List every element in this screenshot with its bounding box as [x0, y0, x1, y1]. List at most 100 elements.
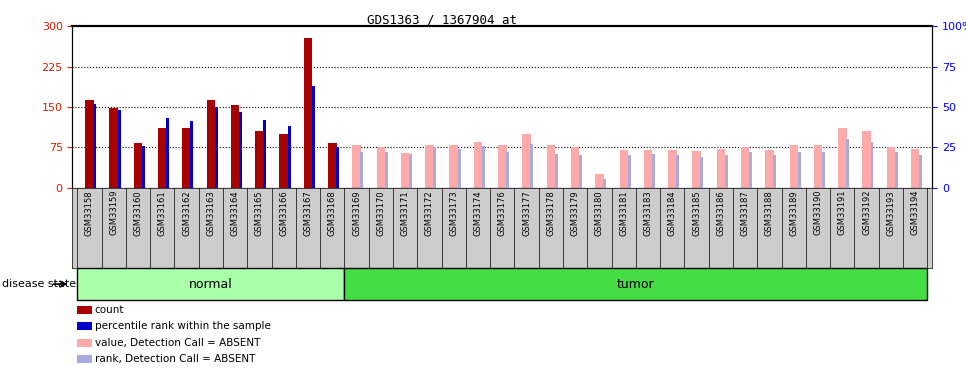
Text: GSM33171: GSM33171 [401, 190, 410, 236]
Text: GSM33165: GSM33165 [255, 190, 264, 236]
Text: GSM33167: GSM33167 [303, 190, 313, 236]
Bar [133, 143, 142, 188]
Bar [401, 153, 410, 188]
Bar [822, 152, 825, 188]
Text: GDS1363 / 1367904_at: GDS1363 / 1367904_at [367, 13, 517, 26]
Bar [798, 152, 801, 188]
Bar [506, 152, 509, 188]
Text: GSM33180: GSM33180 [595, 190, 604, 236]
Text: GSM33189: GSM33189 [789, 190, 798, 236]
Text: value, Detection Call = ABSENT: value, Detection Call = ABSENT [95, 338, 260, 348]
Bar [328, 143, 336, 188]
Text: GSM33166: GSM33166 [279, 190, 288, 236]
Bar [231, 105, 240, 188]
Text: GSM33187: GSM33187 [741, 190, 750, 236]
Bar [158, 128, 166, 188]
Bar [724, 155, 727, 188]
Bar [571, 147, 580, 188]
Bar [85, 100, 94, 188]
Bar [118, 110, 121, 188]
Bar [384, 152, 387, 188]
Bar [813, 144, 822, 188]
Bar [693, 151, 701, 188]
Bar [94, 104, 97, 188]
Text: GSM33188: GSM33188 [765, 190, 774, 236]
Bar [911, 149, 920, 188]
Text: GSM33158: GSM33158 [85, 190, 94, 236]
Bar [109, 108, 118, 188]
Bar [166, 118, 169, 188]
Bar [700, 157, 703, 188]
Bar [353, 144, 361, 188]
Bar [717, 149, 725, 188]
Bar [434, 147, 437, 188]
Bar [425, 144, 434, 188]
Bar [473, 142, 482, 188]
Text: GSM33176: GSM33176 [497, 190, 507, 236]
Bar [749, 152, 752, 188]
Bar [377, 147, 385, 188]
Text: GSM33185: GSM33185 [692, 190, 701, 236]
Bar [279, 134, 288, 188]
Text: GSM33159: GSM33159 [109, 190, 118, 236]
Bar [214, 107, 217, 188]
Text: normal: normal [189, 278, 233, 291]
Text: tumor: tumor [617, 278, 655, 291]
Bar [604, 180, 607, 188]
Bar [547, 144, 555, 188]
Bar [741, 147, 750, 188]
Bar [360, 152, 363, 188]
Bar [676, 155, 679, 188]
Bar [838, 128, 846, 188]
Bar [846, 139, 849, 188]
Text: GSM33183: GSM33183 [643, 190, 653, 236]
Bar [336, 147, 339, 188]
Text: GSM33163: GSM33163 [207, 190, 215, 236]
Text: GSM33172: GSM33172 [425, 190, 434, 236]
Text: GSM33191: GSM33191 [838, 190, 847, 236]
Bar [628, 155, 631, 188]
Bar [312, 86, 315, 188]
Text: GSM33178: GSM33178 [547, 190, 555, 236]
Text: disease state: disease state [2, 279, 76, 289]
Text: percentile rank within the sample: percentile rank within the sample [95, 321, 270, 331]
Bar [239, 112, 242, 188]
Bar [789, 144, 798, 188]
Text: GSM33194: GSM33194 [911, 190, 920, 236]
Bar [458, 149, 461, 188]
Bar [345, 268, 927, 300]
Bar [668, 150, 676, 188]
Bar [619, 150, 628, 188]
Bar [895, 152, 897, 188]
Text: GSM33190: GSM33190 [813, 190, 822, 236]
Text: GSM33173: GSM33173 [449, 190, 458, 236]
Bar [887, 147, 895, 188]
Bar [530, 144, 533, 188]
Bar [498, 144, 506, 188]
Bar [579, 155, 582, 188]
Text: rank, Detection Call = ABSENT: rank, Detection Call = ABSENT [95, 354, 255, 364]
Text: GSM33161: GSM33161 [157, 190, 167, 236]
Bar [207, 100, 215, 188]
Bar [409, 154, 412, 188]
Bar [774, 155, 777, 188]
Bar [765, 150, 774, 188]
Bar [870, 142, 873, 188]
Text: GSM33179: GSM33179 [571, 190, 580, 236]
Bar [183, 128, 191, 188]
Bar [288, 126, 291, 188]
Bar [652, 154, 655, 188]
Bar [482, 146, 485, 188]
Bar [554, 154, 557, 188]
Text: GSM33177: GSM33177 [522, 190, 531, 236]
Text: GSM33160: GSM33160 [133, 190, 143, 236]
Bar [303, 38, 312, 188]
Bar [142, 146, 145, 188]
Text: GSM33192: GSM33192 [862, 190, 871, 236]
Bar [523, 134, 531, 188]
Bar [255, 131, 264, 188]
Bar [643, 150, 652, 188]
Text: GSM33186: GSM33186 [717, 190, 725, 236]
Text: GSM33174: GSM33174 [473, 190, 483, 236]
Bar [863, 131, 871, 188]
